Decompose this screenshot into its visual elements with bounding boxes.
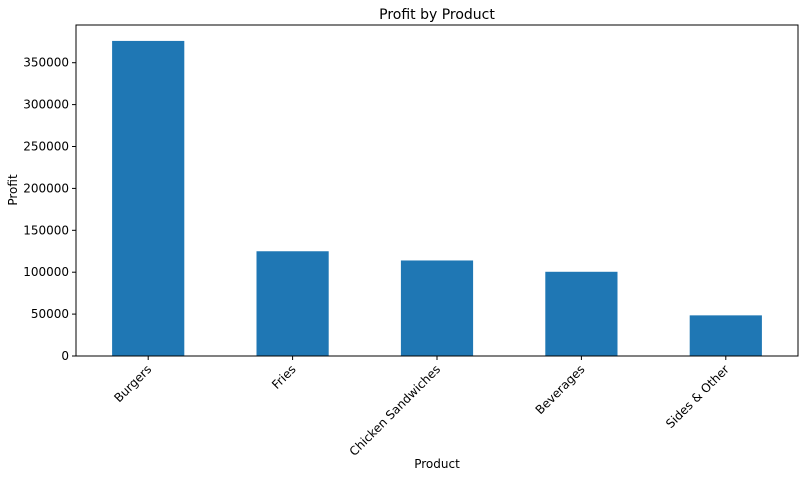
x-axis: Burgers Fries Chicken Sandwiches Beverages S… — [111, 356, 732, 459]
x-tick-label: Fries — [269, 362, 299, 392]
y-tick-label: 0 — [61, 349, 69, 363]
chart-title: Profit by Product — [379, 7, 495, 23]
y-tick-label: 100000 — [23, 265, 69, 279]
bar-fries — [256, 251, 329, 356]
bar-burgers — [112, 40, 185, 357]
y-tick-label: 50000 — [31, 307, 69, 321]
y-tick-label: 150000 — [23, 223, 69, 237]
x-tick-label: Burgers — [111, 362, 154, 405]
x-tick-label: Chicken Sandwiches — [347, 362, 443, 458]
y-tick-label: 250000 — [23, 140, 69, 154]
bars-group — [112, 40, 762, 357]
bar-beverages — [545, 271, 618, 356]
plot-frame — [75, 24, 799, 357]
x-tick-label: Beverages — [533, 362, 588, 417]
x-tick-label: Sides & Other — [663, 362, 732, 431]
bar-sides-other — [689, 315, 762, 356]
y-axis-label: Profit — [6, 174, 20, 206]
y-tick-label: 350000 — [23, 56, 69, 70]
y-tick-label: 300000 — [23, 98, 69, 112]
bar-chicken-sandwiches — [400, 260, 474, 356]
y-tick-label: 200000 — [23, 181, 69, 195]
y-axis: 0 50000 100000 150000 200000 250000 300000 3500… — [23, 56, 76, 363]
x-axis-label: Product — [414, 457, 460, 471]
